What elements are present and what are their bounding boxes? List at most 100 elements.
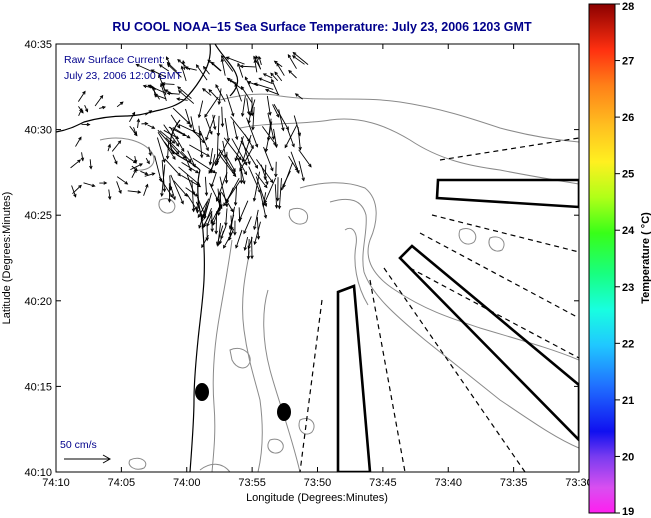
x-tick-label: 73:55 xyxy=(238,477,266,489)
contour-line xyxy=(288,207,308,225)
current-arrow xyxy=(277,178,282,210)
colorbar-ticks: 28 27 26 25 24 23 22 21 20 19 xyxy=(615,1,635,518)
current-arrow xyxy=(208,149,222,174)
current-arrow xyxy=(256,159,274,184)
zone-east-channel xyxy=(435,178,579,209)
current-arrow xyxy=(293,115,302,137)
current-arrow xyxy=(71,185,77,198)
current-arrow xyxy=(172,107,191,125)
current-arrow xyxy=(250,97,255,117)
site-marker-east xyxy=(277,403,291,421)
current-arrow xyxy=(163,124,180,147)
annotation-line1: Raw Surface Current: xyxy=(64,54,165,66)
current-arrow xyxy=(140,170,149,176)
current-arrow xyxy=(185,108,193,129)
current-arrow xyxy=(125,155,137,164)
current-arrow xyxy=(129,111,136,123)
current-arrow xyxy=(273,128,278,149)
current-arrow xyxy=(215,84,226,102)
figure-title: RU COOL NOAA–15 Sea Surface Temperature:… xyxy=(112,20,532,34)
current-arrow xyxy=(203,192,212,220)
current-arrow xyxy=(240,137,251,166)
current-arrow xyxy=(246,239,251,260)
current-arrow xyxy=(133,127,137,136)
current-arrow xyxy=(291,55,305,65)
transect-dashed xyxy=(431,214,579,253)
current-arrow xyxy=(143,183,149,196)
current-arrow xyxy=(243,236,249,251)
current-arrow xyxy=(163,141,175,155)
current-arrow xyxy=(157,132,176,161)
contour-line xyxy=(239,118,579,185)
exclusion-zones xyxy=(336,178,579,472)
current-arrow xyxy=(250,236,254,260)
current-arrow xyxy=(276,62,285,76)
current-arrow xyxy=(292,51,309,65)
current-arrow xyxy=(80,152,85,162)
current-arrow xyxy=(158,64,170,72)
colorbar-tick-label: 19 xyxy=(622,506,634,518)
contour-line xyxy=(199,463,231,472)
current-arrow xyxy=(206,213,213,228)
current-arrow xyxy=(255,172,268,189)
current-arrow xyxy=(220,57,226,76)
current-arrow xyxy=(154,155,163,183)
transect-dashed xyxy=(419,232,579,319)
current-arrow xyxy=(205,114,216,141)
current-arrow xyxy=(145,110,153,116)
current-arrow xyxy=(280,170,291,192)
current-arrow xyxy=(195,201,204,219)
y-axis-label: Latitude (Degrees:Minutes) xyxy=(1,192,13,325)
current-arrow xyxy=(130,163,144,171)
current-arrow xyxy=(216,225,224,246)
current-arrow xyxy=(225,56,245,65)
current-arrow xyxy=(136,118,141,128)
colorbar-tick-label: 28 xyxy=(622,1,634,13)
scale-arrow xyxy=(64,454,112,464)
current-arrow xyxy=(287,129,295,148)
current-arrow xyxy=(157,129,180,155)
current-arrow xyxy=(257,55,262,65)
colorbar-tick-label: 27 xyxy=(622,56,634,68)
current-arrow xyxy=(212,114,217,131)
current-arrow xyxy=(233,220,237,236)
y-tick-label: 40:20 xyxy=(24,296,52,308)
current-arrow xyxy=(214,211,218,235)
current-arrow xyxy=(160,164,166,197)
colorbar-tick-label: 21 xyxy=(622,395,634,407)
current-arrow xyxy=(210,211,214,233)
transect-dashed xyxy=(439,137,579,161)
current-arrow xyxy=(263,177,276,205)
contour-line xyxy=(458,228,477,245)
current-arrow xyxy=(116,176,129,185)
current-arrow xyxy=(298,160,305,182)
current-arrow xyxy=(270,72,279,82)
current-arrow xyxy=(263,146,274,172)
x-axis-ticks: 74:10 74:05 74:00 73:55 73:50 73:45 73:40 73:35… xyxy=(42,44,593,489)
current-arrow xyxy=(202,88,212,96)
current-arrow xyxy=(243,216,252,235)
current-arrow xyxy=(156,137,166,164)
current-arrow xyxy=(173,180,188,197)
current-arrow xyxy=(224,151,229,184)
annotation-line2: July 23, 2006 12:00 GMT xyxy=(64,70,182,82)
transect-lines xyxy=(299,137,579,472)
y-axis-ticks: 40:35 40:30 40:25 40:20 40:15 40:10 xyxy=(24,39,579,479)
current-arrow xyxy=(107,143,111,152)
x-tick-label: 73:30 xyxy=(565,477,593,489)
current-arrow xyxy=(244,76,254,93)
current-arrow xyxy=(148,146,152,157)
current-arrow xyxy=(225,155,236,173)
current-arrow xyxy=(161,82,175,86)
current-arrow xyxy=(170,185,176,201)
current-arrow xyxy=(116,101,124,108)
current-arrow xyxy=(253,59,258,73)
current-arrow xyxy=(256,216,261,240)
current-arrow xyxy=(266,95,272,116)
transect-dashed xyxy=(299,299,323,472)
current-arrow xyxy=(220,55,234,72)
current-arrow xyxy=(111,140,122,152)
new-jersey-coast xyxy=(56,44,211,133)
current-arrow xyxy=(274,184,279,209)
x-tick-label: 73:40 xyxy=(434,477,462,489)
